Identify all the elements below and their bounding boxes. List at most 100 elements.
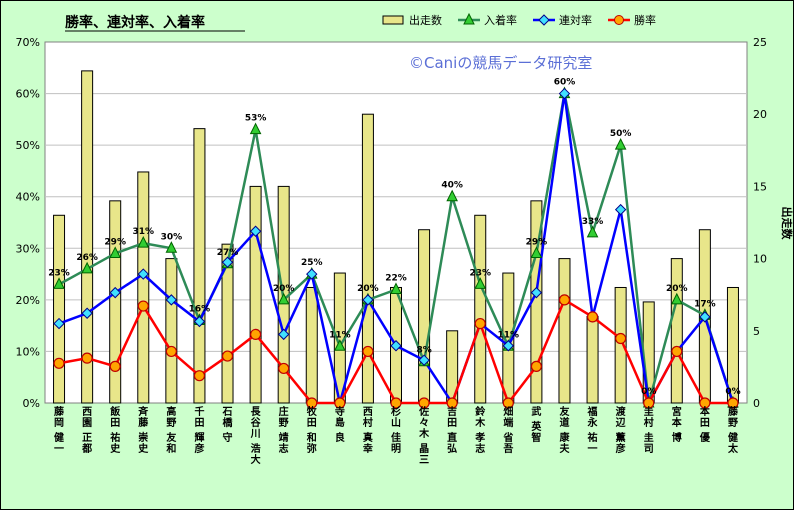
point-circle <box>109 360 121 372</box>
point-circle <box>278 362 290 375</box>
data-label: 20% <box>273 284 295 294</box>
bar <box>614 286 627 404</box>
data-label: 11% <box>329 330 351 340</box>
y-left-tick-label: 40% <box>16 191 40 204</box>
bar <box>81 70 94 404</box>
category-char: 省 <box>502 431 513 444</box>
chart-title: 勝率、連対率、入着率 <box>65 14 205 31</box>
point-circle <box>502 397 514 409</box>
data-label: 16% <box>189 304 211 314</box>
data-label: 23% <box>469 268 491 278</box>
category-char: 石 <box>222 406 233 418</box>
legend-marker <box>463 12 475 25</box>
category-char: 和 <box>165 442 176 455</box>
category-char: 友 <box>166 431 176 444</box>
bar <box>418 229 431 404</box>
category-char: 山 <box>391 416 401 429</box>
y-right-tick-label: 10 <box>753 253 767 266</box>
category-char: 庄 <box>279 405 289 418</box>
category-char: 園 <box>82 417 92 429</box>
category-char: 高 <box>166 405 176 418</box>
data-label: 60% <box>554 78 576 88</box>
category-char: 田 <box>307 417 317 429</box>
y-left-tick-label: 60% <box>16 88 40 101</box>
category-char: 夫 <box>558 442 570 455</box>
category-char: 輝 <box>194 431 204 444</box>
point-diamond <box>277 328 290 341</box>
category-char: 田 <box>700 417 710 429</box>
point-circle <box>530 360 543 372</box>
category-label: 本田優 <box>699 405 711 444</box>
category-char: 福 <box>587 405 598 418</box>
category-char: 一 <box>54 444 64 455</box>
category-char: 村 <box>644 416 654 429</box>
category-char: 吉 <box>447 405 457 418</box>
point-circle <box>474 317 486 330</box>
category-char: 崇 <box>138 431 148 444</box>
y-right-tick-label: 25 <box>753 36 767 49</box>
category-char: 晶 <box>419 443 429 455</box>
point-triangle <box>530 246 543 258</box>
data-label: 25% <box>301 258 323 268</box>
category-char: 吾 <box>503 443 513 455</box>
point-diamond <box>530 286 543 299</box>
category-char: 本 <box>700 405 711 418</box>
point-circle <box>615 332 627 345</box>
category-char: 村 <box>363 416 373 429</box>
point-diamond <box>193 315 206 328</box>
category-char: 本 <box>672 416 683 429</box>
category-char: 良 <box>335 431 345 444</box>
data-label: 53% <box>245 114 267 124</box>
data-label: 11% <box>498 330 520 340</box>
bar <box>53 214 66 404</box>
category-char: 太 <box>727 442 739 455</box>
category-char: 島 <box>335 416 345 429</box>
category-char: 都 <box>81 442 92 455</box>
category-char: 武 <box>531 405 541 418</box>
point-diamond <box>306 268 318 280</box>
point-diamond <box>137 268 149 280</box>
category-char: 靖 <box>279 431 289 444</box>
category-char: 西 <box>363 406 373 418</box>
category-char: 正 <box>82 432 92 444</box>
legend-label: 入着率 <box>484 13 517 27</box>
point-triangle <box>249 122 262 135</box>
category-char: 智 <box>531 431 541 444</box>
y-right-tick-label: 20 <box>753 108 767 121</box>
category-char: 野 <box>728 417 738 429</box>
data-label: 22% <box>385 274 407 284</box>
point-circle <box>165 345 177 358</box>
category-char: 牧 <box>307 405 318 418</box>
category-char: 田 <box>447 417 457 429</box>
category-char: 弘 <box>447 442 457 455</box>
y-left-tick-label: 0% <box>23 397 40 410</box>
point-diamond <box>390 340 402 352</box>
category-char: 藤 <box>728 405 739 418</box>
point-triangle <box>81 261 93 274</box>
y-left-tick-label: 30% <box>16 242 40 255</box>
data-label: 29% <box>526 237 548 247</box>
category-char: 明 <box>391 443 401 455</box>
point-triangle <box>390 282 402 295</box>
legend-label: 勝率 <box>634 13 656 27</box>
category-char: 圭 <box>644 431 654 444</box>
point-diamond <box>502 340 515 352</box>
bar <box>249 185 262 404</box>
point-triangle <box>53 277 65 289</box>
legend-label: 連対率 <box>559 13 592 27</box>
point-circle <box>390 397 402 409</box>
category-char: 谷 <box>251 416 262 429</box>
point-circle <box>250 328 262 341</box>
data-label: 31% <box>133 227 155 237</box>
category-char: 優 <box>699 431 711 444</box>
category-char: 長 <box>251 406 262 418</box>
